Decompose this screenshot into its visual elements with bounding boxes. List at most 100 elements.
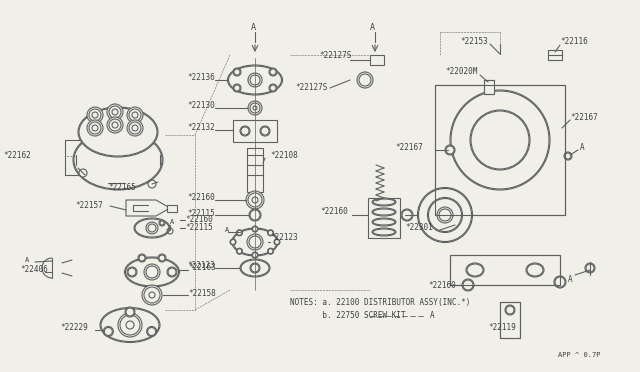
- Bar: [233, 120, 277, 142]
- Text: *22020M: *22020M: [445, 67, 477, 77]
- Circle shape: [127, 267, 137, 277]
- Circle shape: [274, 239, 280, 245]
- Circle shape: [79, 169, 87, 177]
- Text: *22163: *22163: [188, 263, 216, 273]
- Circle shape: [125, 307, 135, 317]
- Circle shape: [142, 285, 162, 305]
- Ellipse shape: [466, 263, 484, 277]
- Ellipse shape: [232, 228, 278, 256]
- Circle shape: [146, 222, 158, 234]
- Text: *22157: *22157: [75, 201, 103, 209]
- Circle shape: [87, 120, 103, 136]
- Circle shape: [127, 107, 143, 123]
- Circle shape: [158, 254, 166, 262]
- Circle shape: [252, 252, 258, 258]
- Text: *22406: *22406: [20, 266, 48, 275]
- Text: --: --: [66, 153, 74, 159]
- Circle shape: [144, 264, 160, 280]
- Ellipse shape: [100, 308, 160, 343]
- Ellipse shape: [134, 218, 170, 238]
- Circle shape: [268, 230, 273, 236]
- Text: *22108: *22108: [270, 151, 298, 160]
- Ellipse shape: [125, 257, 179, 287]
- Text: A: A: [580, 144, 584, 153]
- Circle shape: [437, 207, 453, 223]
- Text: *22116: *22116: [560, 38, 588, 46]
- Text: *22123: *22123: [270, 234, 298, 243]
- Ellipse shape: [372, 208, 396, 216]
- Circle shape: [236, 248, 243, 254]
- Text: A: A: [225, 227, 229, 233]
- Circle shape: [127, 120, 143, 136]
- Text: *22136: *22136: [188, 74, 215, 83]
- Text: *22160: *22160: [188, 193, 215, 202]
- Circle shape: [462, 279, 474, 291]
- Bar: [548, 50, 562, 60]
- Circle shape: [445, 145, 455, 155]
- Text: *22130: *22130: [188, 102, 215, 110]
- Ellipse shape: [78, 107, 158, 157]
- Text: A: A: [251, 22, 256, 32]
- Text: *22115: *22115: [188, 208, 215, 218]
- Ellipse shape: [227, 65, 282, 95]
- Text: *22165: *22165: [108, 183, 136, 192]
- Text: *22160: *22160: [428, 280, 456, 289]
- Circle shape: [357, 72, 373, 88]
- Circle shape: [107, 104, 123, 120]
- Text: *22132: *22132: [188, 124, 215, 132]
- Circle shape: [248, 73, 262, 87]
- Circle shape: [230, 239, 236, 245]
- Bar: [450, 255, 560, 285]
- Text: *22153: *22153: [460, 38, 488, 46]
- Ellipse shape: [372, 218, 396, 226]
- Text: A: A: [430, 311, 435, 321]
- Text: A: A: [568, 276, 573, 285]
- Ellipse shape: [240, 259, 270, 277]
- Circle shape: [246, 191, 264, 209]
- Circle shape: [269, 84, 277, 92]
- Text: A: A: [25, 257, 29, 263]
- Bar: [435, 85, 565, 215]
- Text: *22160: *22160: [320, 208, 348, 217]
- Text: APP ^ 0.7P: APP ^ 0.7P: [557, 352, 600, 358]
- Polygon shape: [126, 200, 170, 216]
- Text: *22301: *22301: [405, 224, 433, 232]
- Text: NOTES: a. 22100 DISTRIBUTOR ASSY(INC.*): NOTES: a. 22100 DISTRIBUTOR ASSY(INC.*): [290, 298, 470, 307]
- Circle shape: [585, 263, 595, 273]
- Text: *22127S: *22127S: [295, 83, 328, 93]
- Circle shape: [252, 226, 258, 232]
- Circle shape: [87, 107, 103, 123]
- Text: A: A: [370, 22, 375, 32]
- Text: b. 22750 SCREW KIT: b. 22750 SCREW KIT: [290, 311, 406, 321]
- Circle shape: [505, 305, 515, 315]
- Circle shape: [248, 101, 262, 115]
- Bar: [247, 148, 263, 192]
- Ellipse shape: [372, 228, 396, 236]
- Text: A: A: [170, 219, 174, 225]
- Circle shape: [167, 267, 177, 277]
- Circle shape: [147, 327, 157, 337]
- Circle shape: [249, 209, 261, 221]
- Circle shape: [240, 126, 250, 136]
- Ellipse shape: [417, 187, 472, 243]
- Text: *22123: *22123: [188, 262, 215, 270]
- Circle shape: [247, 234, 263, 250]
- Circle shape: [236, 230, 243, 236]
- Text: *22158: *22158: [188, 289, 216, 298]
- Circle shape: [401, 209, 413, 221]
- Circle shape: [233, 84, 241, 92]
- Text: *22160: *22160: [185, 215, 212, 224]
- Text: *22162: *22162: [3, 151, 31, 160]
- Bar: [484, 80, 494, 94]
- Bar: [167, 205, 177, 212]
- Circle shape: [107, 117, 123, 133]
- Bar: [500, 302, 520, 338]
- Text: *22167: *22167: [395, 144, 423, 153]
- Ellipse shape: [73, 130, 163, 190]
- Circle shape: [233, 68, 241, 76]
- Ellipse shape: [428, 198, 463, 232]
- Circle shape: [554, 276, 566, 288]
- Text: *22229: *22229: [60, 324, 88, 333]
- Ellipse shape: [526, 263, 544, 277]
- Ellipse shape: [372, 198, 396, 206]
